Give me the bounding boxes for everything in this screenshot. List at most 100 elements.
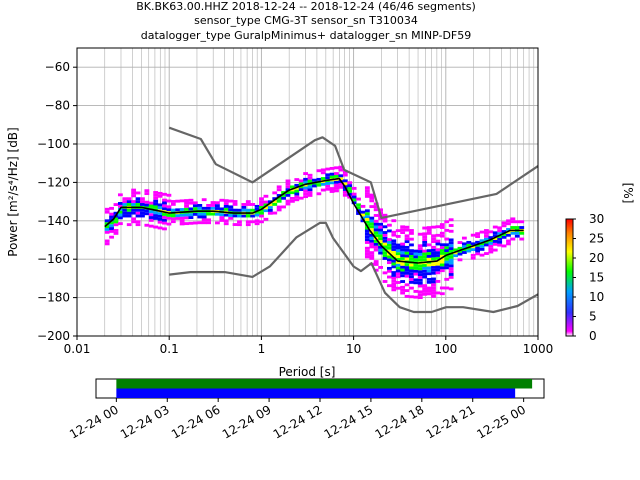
segments-bar: [116, 388, 516, 398]
density-cell: [457, 258, 463, 262]
density-cell: [422, 226, 428, 230]
density-cell: [506, 228, 511, 231]
density-cell: [448, 218, 454, 222]
density-cell: [422, 264, 428, 267]
density-cell: [312, 184, 317, 188]
density-cell: [162, 198, 167, 202]
density-cell: [439, 260, 445, 264]
density-cell: [373, 219, 379, 223]
density-cell: [391, 219, 397, 223]
density-cell: [409, 249, 414, 253]
density-cell: [272, 200, 278, 203]
density-cell: [391, 230, 397, 234]
density-cell: [439, 231, 445, 235]
density-cell: [448, 224, 454, 227]
density-cell: [484, 243, 489, 247]
density-cell: [444, 260, 450, 264]
density-cell: [435, 254, 441, 257]
density-cell: [334, 186, 339, 190]
density-cell: [281, 191, 286, 194]
density-cell: [272, 202, 278, 206]
density-cell: [210, 204, 216, 207]
density-cell: [303, 183, 309, 187]
density-cell: [289, 199, 295, 203]
density-cell: [404, 257, 410, 261]
density-cell: [272, 211, 278, 215]
density-cell: [294, 192, 300, 196]
density-cell: [188, 216, 194, 219]
density-cell: [254, 204, 260, 208]
x-tick-label: 0.01: [64, 342, 91, 356]
density-cell: [510, 237, 516, 241]
density-cell: [378, 225, 383, 229]
density-cell: [276, 199, 282, 203]
density-cell: [364, 255, 370, 259]
density-cell: [223, 207, 229, 211]
density-cell: [426, 292, 432, 296]
density-cell: [484, 229, 489, 232]
density-cell: [422, 266, 428, 270]
density-cell: [444, 220, 450, 224]
density-cell: [250, 214, 256, 218]
density-cell: [448, 255, 454, 259]
density-cell: [175, 199, 181, 203]
density-cell: [294, 178, 300, 182]
colorbar-tick-label: 25: [589, 232, 604, 246]
density-cell: [162, 192, 167, 196]
density-cell: [117, 204, 123, 208]
mean-psd-line: [104, 177, 524, 264]
density-cell: [303, 189, 309, 193]
x-axis-ticks: 0.01 0.1 1 10 100 1000: [64, 336, 553, 356]
x-tick-label: 10: [346, 342, 361, 356]
density-cell: [259, 214, 264, 218]
density-cell: [184, 216, 189, 220]
density-cell: [514, 231, 520, 235]
timeline-tick-label: 12-24 15: [322, 402, 376, 441]
density-cell: [206, 206, 211, 210]
density-cell: [439, 243, 445, 247]
y-tick-label: −160: [37, 252, 70, 266]
density-cell: [307, 193, 313, 197]
density-cell: [435, 256, 441, 260]
density-cell: [413, 269, 419, 273]
density-cell: [254, 207, 260, 211]
density-cell: [404, 240, 410, 244]
density-cell: [431, 245, 436, 249]
density-cell: [364, 209, 370, 213]
density-cell: [387, 284, 392, 288]
density-cell: [157, 220, 163, 224]
density-cell: [232, 223, 238, 226]
density-cell: [237, 220, 242, 224]
density-cell: [400, 228, 406, 232]
density-cell: [444, 246, 450, 250]
density-cell: [109, 212, 114, 216]
density-cell: [201, 218, 207, 222]
density-cell: [426, 257, 432, 261]
density-cell: [104, 230, 110, 234]
density-cell: [245, 214, 251, 218]
density-cell: [228, 216, 234, 220]
density-cell: [448, 287, 454, 291]
density-cell: [294, 189, 300, 193]
density-cell: [457, 246, 463, 250]
density-cell: [369, 256, 375, 260]
density-cell: [439, 257, 445, 261]
density-cell: [250, 220, 256, 224]
density-cell: [484, 237, 489, 241]
density-cell: [431, 277, 436, 281]
density-cell: [369, 233, 375, 237]
density-cell: [506, 230, 511, 234]
density-cell: [267, 206, 273, 209]
density-cell: [162, 213, 167, 216]
density-cell: [417, 264, 423, 268]
density-cell: [439, 234, 445, 238]
density-cell: [113, 231, 119, 235]
density-cell: [506, 239, 511, 243]
y-tick-label: −80: [45, 99, 70, 113]
density-cell: [417, 281, 423, 285]
density-cell: [444, 243, 450, 247]
density-cell: [166, 205, 172, 209]
density-cell: [391, 245, 397, 249]
density-cell: [417, 232, 423, 236]
density-cell: [448, 244, 454, 248]
